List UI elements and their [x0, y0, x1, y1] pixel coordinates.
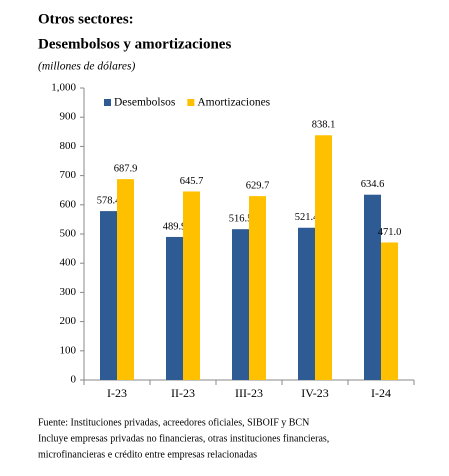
data-label: 471.0 — [378, 227, 402, 238]
data-label: 489.9 — [163, 221, 187, 232]
y-tick-label: 1,000 — [51, 82, 76, 94]
data-label: 634.6 — [361, 179, 385, 190]
y-axis-label: (millones de dólares) — [38, 61, 135, 73]
y-tick-label: 800 — [60, 140, 77, 152]
bar — [298, 227, 315, 380]
x-tick-label: IV-23 — [301, 386, 329, 400]
bar — [249, 196, 266, 380]
x-tick-label: II-23 — [171, 386, 195, 400]
bar — [183, 191, 200, 380]
y-tick-label: 300 — [60, 286, 77, 298]
y-tick-label: 200 — [60, 315, 77, 327]
data-label: 687.9 — [114, 164, 138, 175]
bar — [166, 236, 183, 380]
chart-title: Otros sectores: — [38, 11, 134, 27]
legend-swatch — [104, 99, 111, 106]
data-label: 521.4 — [295, 212, 319, 223]
y-tick-label: 600 — [60, 198, 77, 210]
bar — [315, 135, 332, 380]
data-label: 578.4 — [97, 196, 121, 207]
y-tick-label: 500 — [60, 228, 77, 240]
bar — [100, 211, 117, 380]
data-label: 516.5 — [229, 214, 253, 225]
data-label: 629.7 — [246, 181, 270, 192]
legend-label: Amortizaciones — [197, 97, 270, 109]
legend-swatch — [187, 99, 195, 106]
legend-label: Desembolsos — [114, 97, 176, 109]
y-tick-label: 900 — [60, 111, 77, 123]
note: microfinancieras e crédito entre empresa… — [38, 449, 257, 460]
bar — [117, 179, 134, 380]
x-tick-label: I-24 — [371, 386, 391, 400]
note: Fuente: Instituciones privadas, acreedor… — [38, 417, 309, 428]
note: Incluye empresas privadas no financieras… — [38, 433, 329, 444]
y-tick-label: 700 — [60, 169, 77, 181]
y-tick-label: 100 — [60, 344, 77, 356]
x-tick-label: I-23 — [107, 386, 127, 400]
bar — [381, 242, 398, 380]
bar — [232, 229, 249, 380]
chart-subtitle: Desembolsos y amortizaciones — [38, 36, 231, 52]
data-label: 645.7 — [180, 176, 204, 187]
y-tick-label: 400 — [60, 257, 77, 269]
data-label: 838.1 — [312, 120, 336, 131]
x-tick-label: III-23 — [235, 386, 263, 400]
y-tick-label: 0 — [71, 374, 77, 386]
bar — [364, 194, 381, 380]
